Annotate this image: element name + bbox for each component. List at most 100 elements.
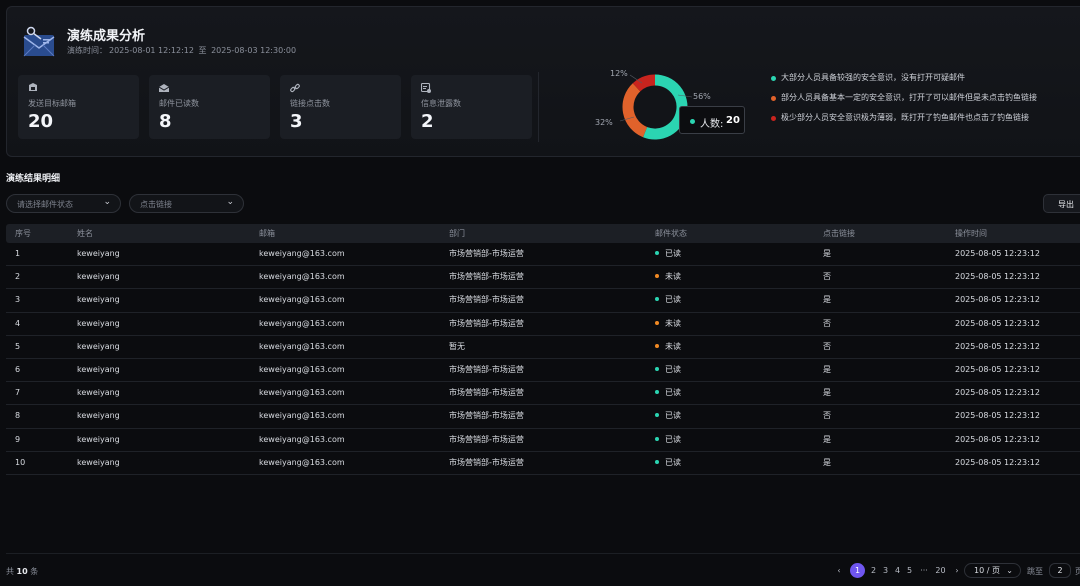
stat-label: 发送目标邮箱 xyxy=(28,99,76,108)
page-button-20[interactable]: 20 xyxy=(935,566,946,575)
leader-line-2 xyxy=(629,74,643,84)
cell-index: 5 xyxy=(15,341,21,351)
cell-name: keweiyang xyxy=(77,295,120,305)
cell-index: 10 xyxy=(15,457,26,467)
inbox-icon xyxy=(29,83,37,91)
cell-email: keweiyang@163.com xyxy=(259,434,345,444)
cell-name: keweiyang xyxy=(77,388,120,398)
stat-label: 信息泄露数 xyxy=(421,99,461,108)
cell-department: 市场营销部-市场运营 xyxy=(449,364,524,374)
cell-department: 市场营销部-市场运营 xyxy=(449,249,524,258)
cell-mail-status: 已读 xyxy=(655,359,681,380)
page-button-3[interactable]: 3 xyxy=(882,566,889,575)
donut-label-32: 32% xyxy=(595,118,613,127)
total-count: 共 10 条 xyxy=(6,566,38,577)
stat-value: 8 xyxy=(159,111,172,132)
drill-time-end: 2025-08-03 12:30:00 xyxy=(211,46,297,55)
page-ellipsis[interactable]: ··· xyxy=(920,566,928,575)
results-table: 序号 姓名 邮箱 部门 邮件状态 点击链接 操作时间 1 keweiyang kew… xyxy=(6,224,1080,475)
leader-line-0 xyxy=(677,94,693,98)
page-size-value: 10 / 页 xyxy=(974,566,1000,575)
cell-email: keweiyang@163.com xyxy=(259,388,345,398)
legend-text: 极少部分人员安全意识极为薄弱，既打开了钓鱼邮件也点击了钓鱼链接 xyxy=(781,113,1029,122)
page-button-4[interactable]: 4 xyxy=(894,566,901,575)
status-dot xyxy=(655,274,659,279)
status-text: 未读 xyxy=(665,318,681,328)
cell-link-clicked: 是 xyxy=(823,434,831,444)
cell-time: 2025-08-05 12:23:12 xyxy=(955,457,1040,467)
cell-time: 2025-08-05 12:23:12 xyxy=(955,411,1040,421)
chevron-down-icon: ⌄ xyxy=(1006,566,1013,575)
col-header: 邮箱 xyxy=(259,229,275,238)
status-dot xyxy=(655,413,659,418)
cell-name: keweiyang xyxy=(77,457,120,467)
divider xyxy=(6,553,1080,554)
page-button-5[interactable]: 5 xyxy=(906,566,913,575)
donut-slice-2[interactable] xyxy=(632,74,656,92)
status-text: 已读 xyxy=(665,364,681,374)
mail-status-select[interactable]: 请选择邮件状态 ⌄ xyxy=(6,194,121,213)
leader-line-1 xyxy=(619,116,635,122)
cell-email: keweiyang@163.com xyxy=(259,318,345,328)
col-header: 序号 xyxy=(15,229,31,238)
export-button[interactable]: 导出 xyxy=(1043,194,1080,213)
status-dot xyxy=(655,366,659,371)
cell-name: keweiyang xyxy=(77,341,120,351)
chevron-down-icon: ⌄ xyxy=(226,197,234,207)
table-row: 8 keweiyang keweiyang@163.com 市场营销部-市场运营 已读 否… xyxy=(6,405,1080,429)
cell-link-clicked: 否 xyxy=(823,272,831,282)
legend-text: 部分人员具备基本一定的安全意识，打开了可以邮件但是未点击钓鱼链接 xyxy=(781,93,1037,102)
stat-card-sent: 发送目标邮箱 20 xyxy=(18,75,139,139)
col-header: 姓名 xyxy=(77,229,93,238)
jump-label: 跳至 xyxy=(1027,567,1043,576)
cell-mail-status: 未读 xyxy=(655,313,681,334)
next-page-icon[interactable]: › xyxy=(955,566,959,575)
cell-name: keweiyang xyxy=(77,249,120,258)
col-header: 操作时间 xyxy=(955,229,987,238)
donut-label-56: 56% xyxy=(693,92,711,101)
table-row: 2 keweiyang keweiyang@163.com 市场营销部-市场运营 未读 否… xyxy=(6,266,1080,290)
cell-time: 2025-08-05 12:23:12 xyxy=(955,272,1040,282)
jump-page-input[interactable]: 2 xyxy=(1049,563,1071,578)
cell-link-clicked: 否 xyxy=(823,341,831,351)
stat-label: 链接点击数 xyxy=(290,99,330,108)
leak-icon xyxy=(421,83,431,93)
cell-index: 4 xyxy=(15,318,21,328)
cell-link-clicked: 否 xyxy=(823,411,831,421)
status-dot xyxy=(655,343,659,348)
table-row: 7 keweiyang keweiyang@163.com 市场营销部-市场运营 已读 是… xyxy=(6,382,1080,406)
stat-label: 邮件已读数 xyxy=(159,99,199,108)
donut-slice-1[interactable] xyxy=(622,83,648,138)
table-row: 1 keweiyang keweiyang@163.com 市场营销部-市场运营 已读 是… xyxy=(6,243,1080,267)
cell-mail-status: 已读 xyxy=(655,243,681,264)
cell-name: keweiyang xyxy=(77,272,120,282)
col-header: 邮件状态 xyxy=(655,229,687,238)
cell-time: 2025-08-05 12:23:12 xyxy=(955,318,1040,328)
status-text: 已读 xyxy=(665,388,681,398)
cell-link-clicked: 是 xyxy=(823,388,831,398)
cell-index: 6 xyxy=(15,364,21,374)
cell-mail-status: 未读 xyxy=(655,336,681,357)
col-header: 部门 xyxy=(449,229,465,238)
link-click-select[interactable]: 点击链接 ⌄ xyxy=(129,194,244,213)
chart-tooltip: 人数: 20 xyxy=(679,106,745,134)
page-button-1[interactable]: 1 xyxy=(850,563,865,578)
table-header: 序号 姓名 邮箱 部门 邮件状态 点击链接 操作时间 xyxy=(6,224,1080,243)
cell-email: keweiyang@163.com xyxy=(259,272,345,282)
page-size-select[interactable]: 10 / 页 ⌄ xyxy=(964,563,1021,578)
donut-hole xyxy=(634,86,676,128)
drill-time: 演练时间： 2025-08-01 12:12:12 至 2025-08-03 12… xyxy=(67,45,298,56)
table-body: 1 keweiyang keweiyang@163.com 市场营销部-市场运营 已读是… xyxy=(6,243,1080,475)
stat-card-read: 邮件已读数 8 xyxy=(149,75,270,139)
section-title: 演练结果明细 xyxy=(6,174,61,184)
legend-item: 极少部分人员安全意识极为薄弱，既打开了钓鱼邮件也点击了钓鱼链接 xyxy=(766,113,1037,133)
page-button-2[interactable]: 2 xyxy=(870,566,877,575)
prev-page-icon[interactable]: ‹ xyxy=(837,566,841,575)
legend-dot xyxy=(771,76,776,81)
cell-index: 1 xyxy=(15,249,21,258)
stat-card-clicks: 链接点击数 3 xyxy=(280,75,401,139)
cell-name: keweiyang xyxy=(77,411,120,421)
cell-email: keweiyang@163.com xyxy=(259,295,345,305)
donut-label-12: 12% xyxy=(610,69,628,78)
status-dot xyxy=(655,251,659,255)
